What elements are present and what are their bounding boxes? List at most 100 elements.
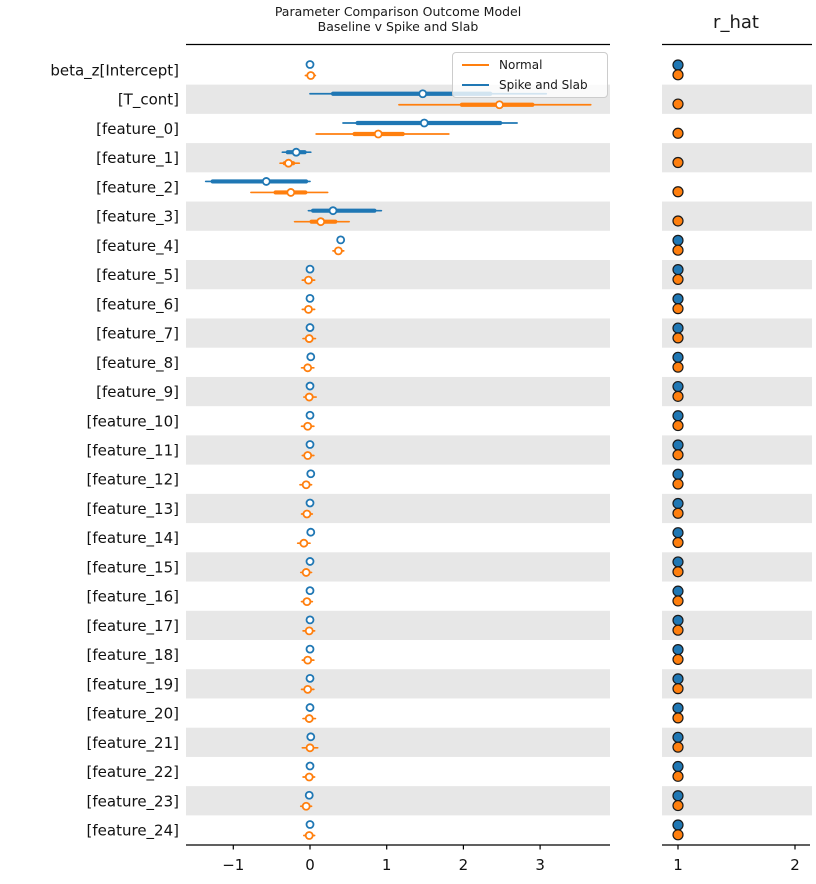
rhat-dot-spike: [672, 59, 684, 71]
median-marker-normal: [373, 129, 383, 139]
median-marker-normal: [304, 714, 314, 723]
rhat-dot-spike: [672, 322, 684, 334]
normal-line-swatch: [462, 63, 489, 67]
rhat-dot-spike: [672, 264, 684, 276]
median-marker-spike: [306, 352, 316, 362]
y-axis-label: [feature_1]: [96, 149, 179, 168]
rhat-dot-spike: [672, 468, 684, 480]
y-axis-label: [feature_2]: [96, 178, 179, 197]
y-axis-label: [feature_8]: [96, 354, 179, 373]
median-marker-spike: [419, 118, 429, 128]
median-marker-spike: [306, 527, 316, 537]
x-tick-label-right: 2: [790, 856, 800, 874]
median-marker-spike: [305, 586, 315, 596]
median-marker-normal: [304, 304, 313, 314]
rhat-dot-normal: [672, 799, 684, 812]
rhat-dot-normal: [672, 507, 684, 519]
median-marker-normal: [304, 334, 314, 343]
row-band-right: [662, 786, 812, 816]
rhat-dot-spike: [672, 673, 684, 685]
rhat-dot-normal: [672, 244, 684, 256]
median-marker-normal: [305, 743, 315, 753]
x-tick-label-left: 1: [382, 856, 392, 874]
y-axis-label: [feature_6]: [96, 295, 179, 314]
row-band-left: [186, 376, 610, 407]
rhat-dot-spike: [672, 439, 684, 451]
row-band-right: [662, 318, 812, 348]
row-band-right: [662, 260, 812, 290]
row-band-left: [186, 318, 610, 348]
median-marker-spike: [305, 498, 315, 508]
y-axis-label: [T_cont]: [118, 91, 179, 110]
rhat-dot-spike: [672, 614, 684, 626]
y-axis-label: [feature_21]: [87, 734, 179, 753]
y-axis-label: [feature_5]: [96, 266, 179, 285]
y-axis-label: [feature_19]: [87, 675, 179, 694]
chart-title-line1: Parameter Comparison Outcome Model: [274, 4, 522, 19]
median-marker-spike: [261, 177, 271, 186]
median-marker-spike: [305, 440, 315, 449]
row-band-left: [186, 786, 610, 816]
rhat-dot-normal: [672, 303, 684, 315]
rhat-dot-normal: [672, 419, 684, 432]
legend-item-normal: Normal: [453, 55, 607, 75]
chart-title: Parameter Comparison Outcome Model Basel…: [186, 4, 610, 34]
y-axis-label: [feature_15]: [87, 558, 179, 577]
x-tick-label-left: −1: [222, 856, 244, 874]
row-band-left: [186, 493, 610, 524]
rhat-dot-spike: [672, 644, 684, 656]
median-marker-spike: [336, 235, 346, 245]
rhat-dot-normal: [672, 595, 684, 607]
median-marker-spike: [291, 147, 301, 157]
rhat-dot-normal: [672, 770, 684, 782]
rhat-dot-normal: [672, 683, 684, 695]
row-band-right: [662, 610, 812, 640]
y-axis-label: [feature_16]: [87, 588, 179, 607]
median-marker-spike: [305, 323, 315, 332]
y-axis-label: [feature_12]: [87, 471, 179, 490]
median-marker-normal: [302, 509, 312, 519]
legend: Normal Spike and Slab: [452, 52, 608, 98]
rhat-dot-spike: [672, 760, 684, 773]
y-axis-label: [feature_13]: [87, 500, 179, 519]
y-axis-label: [feature_14]: [87, 529, 179, 548]
rhat-dot-spike: [672, 585, 684, 597]
rhat-dot-normal: [672, 449, 684, 461]
median-marker-normal: [304, 626, 314, 636]
row-band-right: [662, 84, 812, 114]
rhat-dot-spike: [672, 527, 684, 539]
x-tick-label-left: 3: [535, 856, 545, 874]
y-axis-label: [feature_9]: [96, 383, 179, 402]
median-marker-normal: [316, 217, 326, 227]
rhat-dot-normal: [672, 829, 684, 841]
median-marker-normal: [303, 655, 313, 665]
median-marker-spike: [305, 264, 315, 274]
rhat-dot-normal: [672, 390, 684, 402]
row-band-right: [662, 727, 812, 757]
y-axis-label: [feature_0]: [96, 120, 179, 139]
median-marker-normal: [333, 246, 343, 256]
median-marker-spike: [306, 732, 316, 742]
row-band-left: [186, 260, 610, 290]
row-band-left: [186, 610, 610, 640]
median-marker-normal: [301, 801, 311, 811]
row-band-right: [662, 493, 812, 524]
median-marker-spike: [305, 761, 315, 771]
rhat-dot-spike: [672, 351, 684, 363]
median-marker-normal: [304, 392, 314, 402]
rhat-dot-normal: [672, 741, 684, 753]
median-marker-spike: [305, 410, 315, 420]
median-marker-spike: [304, 790, 314, 800]
y-axis-label: [feature_4]: [96, 237, 179, 256]
row-band-left: [186, 727, 610, 757]
rhat-dot-normal: [672, 478, 684, 490]
rhat-dot-spike: [672, 556, 684, 568]
median-marker-normal: [303, 421, 313, 431]
median-marker-normal: [304, 772, 314, 782]
rhat-dot-normal: [672, 361, 684, 373]
legend-label-spike: Spike and Slab: [499, 78, 588, 92]
row-band-right: [662, 435, 812, 465]
rhat-dot-normal: [672, 332, 684, 344]
median-marker-spike: [305, 381, 315, 391]
row-band-left: [186, 669, 610, 699]
